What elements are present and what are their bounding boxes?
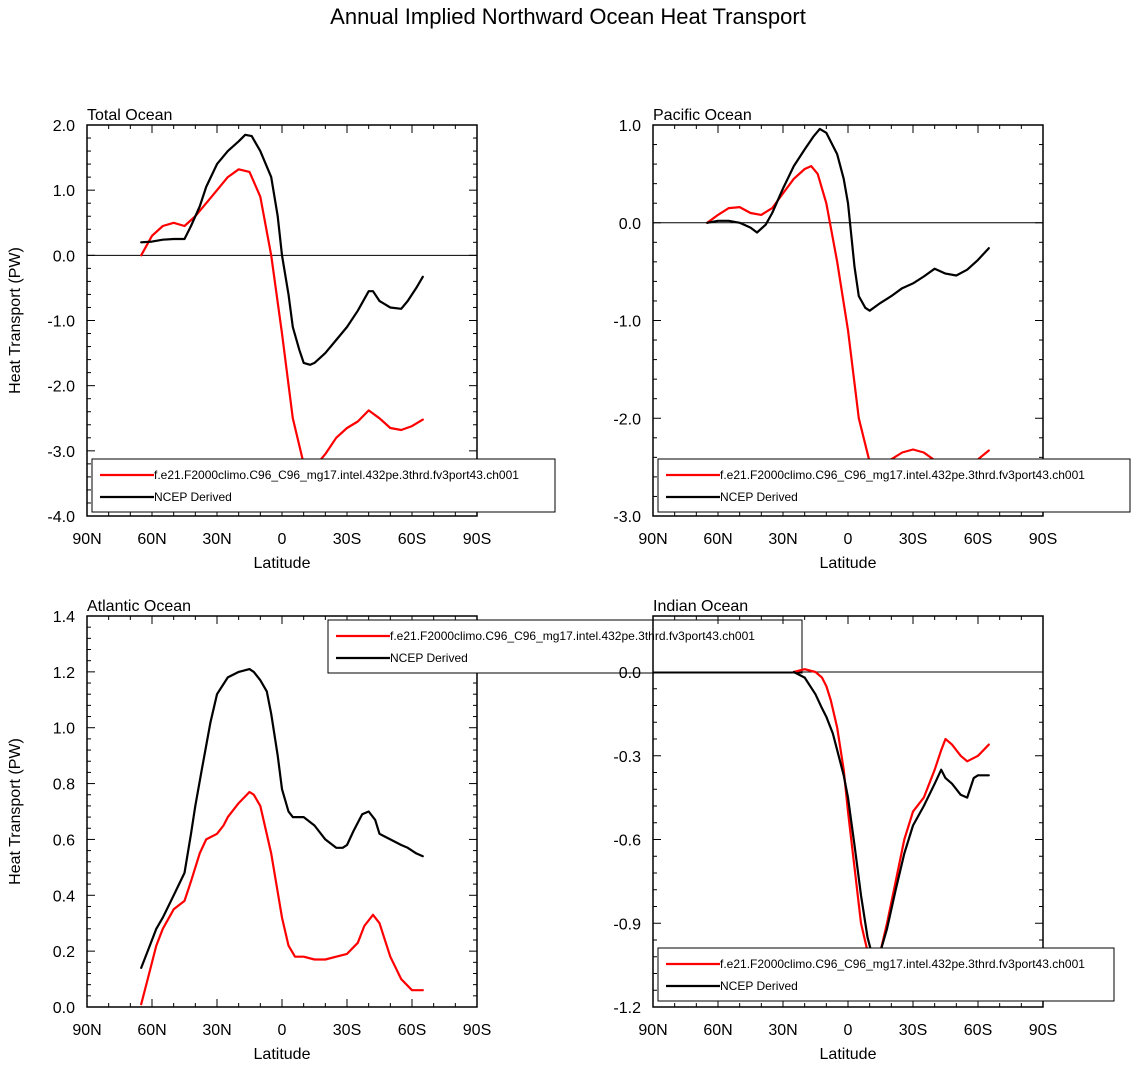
obs-series-line xyxy=(706,127,990,312)
x-tick-label: 90S xyxy=(463,531,491,548)
y-tick-label: -0.9 xyxy=(613,916,641,933)
y-tick-label: -1.2 xyxy=(613,1000,641,1017)
model-series-line xyxy=(140,790,424,1006)
y-tick-label: 0.2 xyxy=(53,944,75,961)
obs-series-line xyxy=(792,670,990,964)
y-tick-label: 1.0 xyxy=(53,721,75,738)
x-tick-label: 90N xyxy=(638,531,667,548)
x-tick-label: 60N xyxy=(137,531,166,548)
x-tick-label: 30S xyxy=(333,531,361,548)
obs-series-line xyxy=(140,667,424,970)
x-tick-label: 30N xyxy=(768,1022,797,1039)
legend-label: NCEP Derived xyxy=(154,490,232,504)
x-tick-label: 30N xyxy=(202,531,231,548)
legend: f.e21.F2000climo.C96_C96_mg17.intel.432p… xyxy=(657,947,1115,1002)
x-tick-label: 0 xyxy=(844,531,853,548)
y-tick-label: -2.0 xyxy=(47,379,75,396)
x-tick-label: 60S xyxy=(398,531,426,548)
legend-box xyxy=(657,947,1115,1002)
panel-title: Atlantic Ocean xyxy=(87,598,191,615)
legend-label: f.e21.F2000climo.C96_C96_mg17.intel.432p… xyxy=(720,957,1085,971)
y-tick-label: 1.0 xyxy=(53,183,75,200)
x-axis-label: Latitude xyxy=(820,555,877,572)
x-tick-label: 60S xyxy=(398,1022,426,1039)
figure-title: Annual Implied Northward Ocean Heat Tran… xyxy=(330,4,806,29)
legend-label: NCEP Derived xyxy=(720,979,798,993)
legend-box xyxy=(91,458,556,513)
panels: Total Ocean 90N 60N 30N 0 30S 60S 90S Latitude -4… xyxy=(7,107,1131,1063)
x-axis-label: Latitude xyxy=(254,1046,311,1063)
x-tick-label: 0 xyxy=(844,1022,853,1039)
y-tick-label: 0.0 xyxy=(619,216,641,233)
plot-frame xyxy=(652,124,1044,517)
x-tick-label: 60S xyxy=(964,531,992,548)
x-axis-label: Latitude xyxy=(254,555,311,572)
x-tick-label: 90N xyxy=(638,1022,667,1039)
x-tick-label: 60N xyxy=(137,1022,166,1039)
x-tick-label: 60N xyxy=(703,1022,732,1039)
y-tick-label: -2.0 xyxy=(613,411,641,428)
legend-box xyxy=(327,619,803,674)
y-tick-label: 0.8 xyxy=(53,777,75,794)
x-tick-label: 90S xyxy=(1029,1022,1057,1039)
y-tick-label: -1.0 xyxy=(613,314,641,331)
x-tick-label: 30N xyxy=(202,1022,231,1039)
y-tick-label: 0.0 xyxy=(619,665,641,682)
legend: f.e21.F2000climo.C96_C96_mg17.intel.432p… xyxy=(657,458,1131,513)
x-tick-label: 30N xyxy=(768,531,797,548)
legend-label: f.e21.F2000climo.C96_C96_mg17.intel.432p… xyxy=(154,468,519,482)
legend: f.e21.F2000climo.C96_C96_mg17.intel.432p… xyxy=(91,458,556,513)
x-tick-label: 60S xyxy=(964,1022,992,1039)
panel-title: Pacific Ocean xyxy=(653,107,752,124)
x-tick-label: 90S xyxy=(463,1022,491,1039)
x-tick-label: 0 xyxy=(278,1022,287,1039)
plot-frame xyxy=(86,124,478,517)
y-tick-label: -0.3 xyxy=(613,749,641,766)
panel-title: Total Ocean xyxy=(87,107,172,124)
obs-series-line xyxy=(140,133,424,366)
y-tick-label: -3.0 xyxy=(47,444,75,461)
y-tick-label: -4.0 xyxy=(47,509,75,526)
panel-2: Pacific Ocean 90N 60N 30N 0 30S 60S 90S Latitude… xyxy=(613,107,1131,572)
x-axis-label: Latitude xyxy=(820,1046,877,1063)
legend: f.e21.F2000climo.C96_C96_mg17.intel.432p… xyxy=(327,619,803,674)
x-tick-label: 30S xyxy=(333,1022,361,1039)
legend-label: f.e21.F2000climo.C96_C96_mg17.intel.432p… xyxy=(720,468,1085,482)
y-tick-label: 0.4 xyxy=(53,888,75,905)
y-tick-label: 0.0 xyxy=(53,1000,75,1017)
y-tick-label: 1.4 xyxy=(53,609,75,626)
y-tick-label: 0.6 xyxy=(53,832,75,849)
x-tick-label: 60N xyxy=(703,531,732,548)
y-tick-label: 1.0 xyxy=(619,118,641,135)
x-tick-label: 30S xyxy=(899,531,927,548)
y-tick-label: -3.0 xyxy=(613,509,641,526)
y-tick-label: -1.0 xyxy=(47,314,75,331)
model-series-line xyxy=(140,168,424,469)
plot-frame xyxy=(86,615,478,1008)
legend-label: NCEP Derived xyxy=(720,490,798,504)
y-tick-label: 0.0 xyxy=(53,248,75,265)
panel-3: Atlantic Ocean 90N 60N 30N 0 30S 60S 90S Latitud… xyxy=(7,598,803,1063)
panel-1: Total Ocean 90N 60N 30N 0 30S 60S 90S Latitude -4… xyxy=(7,107,556,572)
y-axis-label: Heat Transport (PW) xyxy=(7,738,24,885)
x-tick-label: 90N xyxy=(72,1022,101,1039)
y-tick-label: 2.0 xyxy=(53,118,75,135)
y-axis-label: Heat Transport (PW) xyxy=(7,247,24,394)
x-tick-label: 90N xyxy=(72,531,101,548)
panel-title: Indian Ocean xyxy=(653,598,748,615)
legend-label: f.e21.F2000climo.C96_C96_mg17.intel.432p… xyxy=(390,629,755,643)
y-tick-label: 1.2 xyxy=(53,665,75,682)
x-tick-label: 0 xyxy=(278,531,287,548)
legend-label: NCEP Derived xyxy=(390,651,468,665)
y-tick-label: -0.6 xyxy=(613,833,641,850)
legend-box xyxy=(657,458,1131,513)
x-tick-label: 90S xyxy=(1029,531,1057,548)
panel-4: Indian Ocean 90N 60N 30N 0 30S 60S 90S Latitude -… xyxy=(613,598,1115,1063)
x-tick-label: 30S xyxy=(899,1022,927,1039)
model-series-line xyxy=(792,668,990,964)
